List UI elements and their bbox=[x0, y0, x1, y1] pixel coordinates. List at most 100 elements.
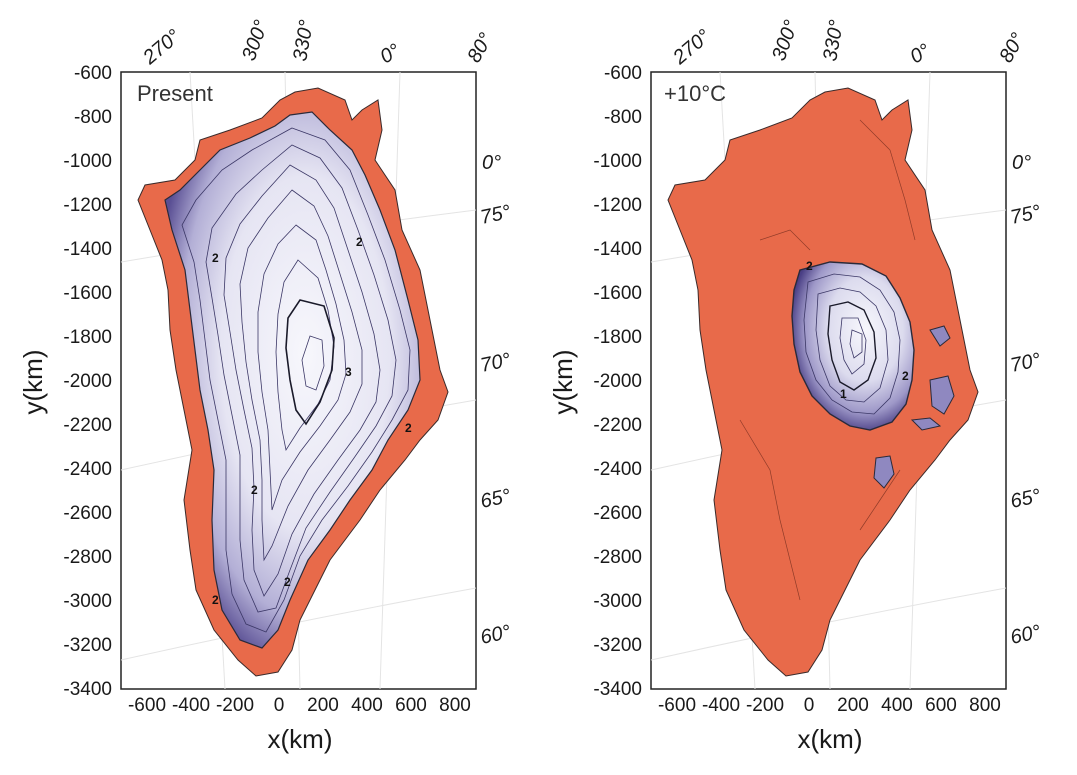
latitude-label: 75° bbox=[1008, 201, 1042, 229]
latitude-label: 0° bbox=[482, 152, 501, 174]
x-tick-label: 600 bbox=[395, 695, 427, 716]
latitude-labels: 0° 75° 70° 65° 60° bbox=[1008, 152, 1042, 649]
x-tick-label: 400 bbox=[351, 695, 383, 716]
contour-label: 3 bbox=[345, 365, 352, 379]
y-tick-label: -1600 bbox=[593, 283, 642, 304]
latitude-label: 0° bbox=[1012, 152, 1031, 174]
latitude-label: 60° bbox=[478, 621, 512, 649]
y-tick-label: -800 bbox=[74, 107, 112, 128]
longitude-label: 270° bbox=[668, 25, 715, 69]
y-tick-label: -2800 bbox=[63, 547, 112, 568]
y-axis-ticks: -600 -800 -1000 -1200 -1400 -1600 -1800 … bbox=[63, 63, 112, 700]
longitude-label: 300° bbox=[238, 17, 273, 63]
latitude-label: 75° bbox=[478, 201, 512, 229]
y-tick-label: -1200 bbox=[63, 195, 112, 216]
y-axis-ticks: -600 -800 -1000 -1200 -1400 -1600 -1800 … bbox=[593, 63, 642, 700]
y-tick-label: -2800 bbox=[593, 547, 642, 568]
contour-label: 2 bbox=[356, 235, 363, 249]
x-tick-label: -400 bbox=[172, 695, 210, 716]
x-tick-label: 200 bbox=[307, 695, 339, 716]
panel-present: 2 2 2 3 2 2 2 Present -600 -800 -1000 -1… bbox=[18, 17, 513, 754]
ice-patch bbox=[910, 417, 942, 431]
y-tick-label: -2400 bbox=[593, 459, 642, 480]
y-tick-label: -3200 bbox=[63, 635, 112, 656]
x-tick-label: 600 bbox=[925, 695, 957, 716]
longitude-label: 270° bbox=[138, 25, 185, 69]
contour-label: 2 bbox=[212, 593, 219, 607]
contour-label: 2 bbox=[212, 251, 219, 265]
longitude-label: 80° bbox=[463, 29, 497, 66]
longitude-label: 0° bbox=[907, 40, 935, 69]
x-tick-label: 0 bbox=[274, 695, 285, 716]
panel-title: Present bbox=[137, 81, 213, 106]
y-tick-label: -1400 bbox=[593, 239, 642, 260]
bedrock-contours bbox=[739, 119, 916, 601]
y-tick-label: -1800 bbox=[593, 327, 642, 348]
y-axis-label: y(km) bbox=[548, 350, 578, 415]
y-tick-label: -800 bbox=[604, 107, 642, 128]
y-tick-label: -2000 bbox=[593, 371, 642, 392]
x-tick-label: -200 bbox=[746, 695, 784, 716]
y-axis-label: y(km) bbox=[18, 350, 48, 415]
y-tick-label: -3000 bbox=[593, 591, 642, 612]
x-tick-label: -600 bbox=[128, 695, 166, 716]
y-tick-label: -1200 bbox=[593, 195, 642, 216]
y-tick-label: -2600 bbox=[63, 503, 112, 524]
longitude-label: 300° bbox=[768, 17, 803, 63]
contour-lines bbox=[803, 273, 901, 415]
y-tick-label: -3000 bbox=[63, 591, 112, 612]
residual-ice-patches bbox=[873, 325, 955, 489]
contour-label: 2 bbox=[806, 259, 813, 273]
latitude-label: 65° bbox=[478, 485, 512, 513]
y-tick-label: -1000 bbox=[593, 151, 642, 172]
x-tick-label: 0 bbox=[804, 695, 815, 716]
longitude-labels: 270° 300° 330° 0° 80° bbox=[668, 17, 1029, 69]
x-tick-label: -400 bbox=[702, 695, 740, 716]
ice-patch bbox=[873, 455, 895, 489]
longitude-label: 0° bbox=[377, 40, 405, 69]
x-axis-ticks: -600 -400 -200 0 200 400 600 800 bbox=[658, 695, 1001, 716]
contour-label: 1 bbox=[840, 387, 847, 401]
contour-lines bbox=[181, 127, 411, 633]
x-tick-label: 400 bbox=[881, 695, 913, 716]
contour-labels: 2 1 2 bbox=[806, 259, 909, 401]
longitude-labels: 270° 300° 330° 0° 80° bbox=[138, 17, 497, 69]
longitude-label: 80° bbox=[995, 29, 1029, 66]
y-tick-label: -3400 bbox=[593, 679, 642, 700]
x-tick-label: 800 bbox=[439, 695, 471, 716]
longitude-label: 330° bbox=[289, 18, 318, 63]
latitude-label: 60° bbox=[1008, 621, 1042, 649]
latitude-labels: 0° 75° 70° 65° 60° bbox=[478, 152, 512, 649]
y-tick-label: -1400 bbox=[63, 239, 112, 260]
panel-title: +10°C bbox=[664, 81, 726, 106]
contour-label: 2 bbox=[902, 369, 909, 383]
latitude-label: 70° bbox=[1008, 349, 1042, 377]
y-tick-label: -3400 bbox=[63, 679, 112, 700]
panel-plus-10c: 2 1 2 +10°C -600 -800 -1000 -1200 -1400 … bbox=[548, 17, 1043, 754]
y-tick-label: -2600 bbox=[593, 503, 642, 524]
contour-label: 2 bbox=[251, 483, 258, 497]
y-tick-label: -1800 bbox=[63, 327, 112, 348]
y-tick-label: -2200 bbox=[63, 415, 112, 436]
contour-label: 2 bbox=[284, 575, 291, 589]
ice-patch bbox=[929, 325, 951, 347]
x-axis-ticks: -600 -400 -200 0 200 400 600 800 bbox=[128, 695, 471, 716]
contour-labels: 2 2 2 3 2 2 2 bbox=[212, 235, 412, 607]
latitude-label: 70° bbox=[478, 349, 512, 377]
y-tick-label: -1000 bbox=[63, 151, 112, 172]
x-tick-label: -600 bbox=[658, 695, 696, 716]
ice-patch bbox=[929, 375, 955, 415]
x-axis-label: x(km) bbox=[268, 724, 333, 754]
x-axis-label: x(km) bbox=[798, 724, 863, 754]
ice-sheet bbox=[164, 111, 421, 649]
y-tick-label: -1600 bbox=[63, 283, 112, 304]
latitude-label: 65° bbox=[1008, 485, 1042, 513]
y-tick-label: -600 bbox=[604, 63, 642, 84]
y-tick-label: -2400 bbox=[63, 459, 112, 480]
longitude-label: 330° bbox=[819, 18, 848, 63]
y-tick-label: -2000 bbox=[63, 371, 112, 392]
x-tick-label: 200 bbox=[837, 695, 869, 716]
x-tick-label: -200 bbox=[216, 695, 254, 716]
y-tick-label: -2200 bbox=[593, 415, 642, 436]
